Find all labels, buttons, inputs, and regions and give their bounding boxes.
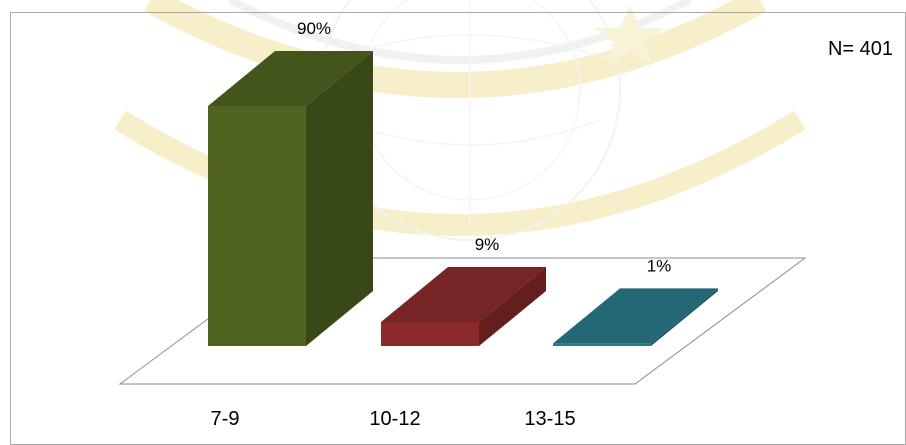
category-label: 7-9	[211, 408, 240, 430]
bar-top	[381, 267, 546, 322]
labels: 90% 7-9 9% 10-12 1% 13-15	[211, 19, 672, 430]
bar-front	[553, 343, 651, 346]
bar-7-9	[208, 51, 373, 346]
category-label: 13-15	[524, 408, 575, 430]
sample-size-annotation: N= 401	[828, 38, 893, 60]
bar-top	[208, 51, 373, 106]
data-label: 9%	[475, 235, 500, 254]
bar-top	[553, 288, 718, 344]
bar-side	[651, 288, 718, 346]
bar-10-12	[381, 267, 546, 346]
bar-13-15	[553, 288, 718, 346]
bar-front	[381, 322, 479, 346]
bar-front	[208, 106, 306, 346]
bars	[208, 51, 718, 346]
data-label: 1%	[647, 256, 672, 275]
bar-side	[306, 51, 373, 346]
bar-side	[479, 267, 546, 346]
category-label: 10-12	[369, 408, 420, 430]
data-label: 90%	[297, 19, 331, 38]
